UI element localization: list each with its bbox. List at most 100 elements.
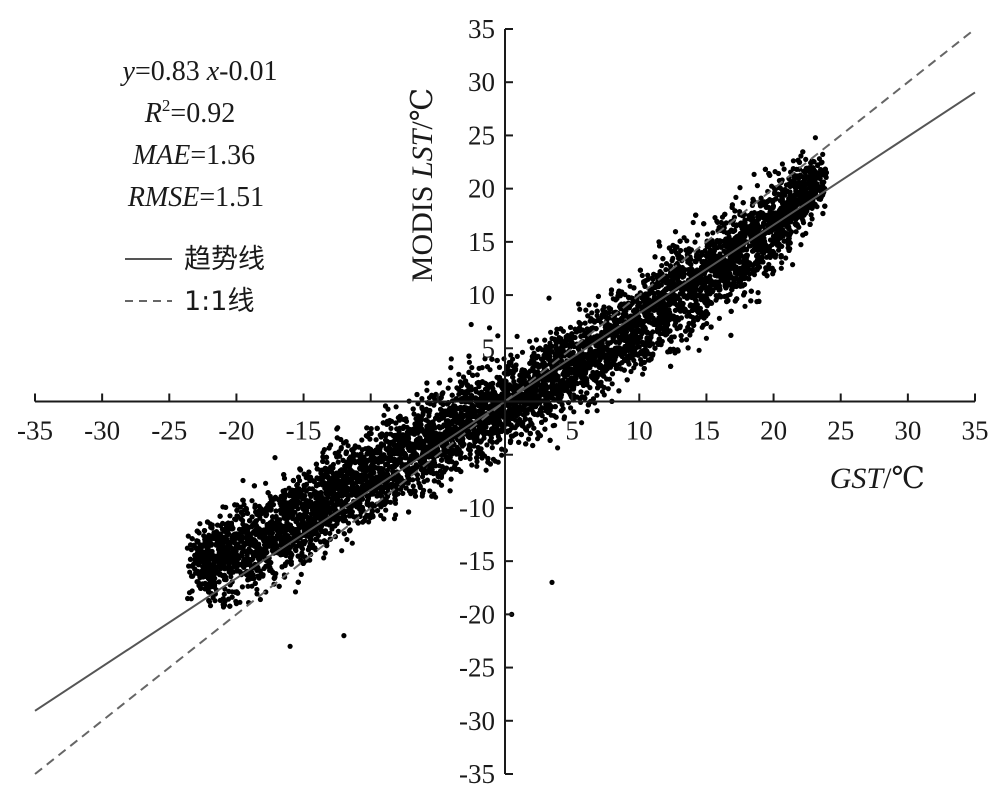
scatter-point (579, 420, 585, 426)
scatter-point (688, 261, 694, 268)
scatter-point (508, 433, 514, 439)
scatter-point (448, 365, 454, 371)
scatter-point (306, 486, 312, 492)
scatter-point (790, 158, 797, 164)
scatter-point (214, 522, 221, 528)
scatter-point (479, 365, 485, 371)
scatter-point (438, 468, 444, 474)
scatter-point (419, 404, 425, 410)
scatter-point (535, 346, 541, 352)
scatter-point (339, 548, 345, 554)
scatter-point (308, 533, 314, 539)
scatter-point (439, 464, 445, 470)
scatter-point (359, 437, 365, 443)
scatter-point (272, 455, 278, 461)
scatter-point (601, 392, 607, 398)
scatter-point (393, 512, 399, 518)
scatter-point (462, 454, 468, 460)
scatter-point (679, 337, 685, 343)
scatter-point (790, 262, 796, 268)
scatter-point (307, 515, 313, 521)
scatter-point (257, 596, 263, 603)
scatter-point (366, 519, 372, 525)
scatter-point (672, 307, 679, 313)
scatter-point (577, 306, 583, 312)
scatter-point (334, 426, 340, 432)
scatter-point (703, 335, 710, 341)
scatter-point (467, 451, 473, 457)
scatter-point (187, 569, 193, 575)
scatter-point (384, 467, 391, 473)
scatter-point (249, 498, 255, 504)
scatter-point (298, 571, 304, 578)
scatter-point (427, 488, 433, 494)
scatter-point (322, 550, 328, 556)
scatter-point (468, 321, 474, 328)
scatter-point (818, 167, 824, 173)
scatter-point (677, 325, 683, 331)
scatter-point (245, 583, 251, 589)
scatter-point (571, 409, 577, 415)
scatter-point (224, 521, 230, 527)
scatter-point (527, 338, 533, 344)
scatter-point (583, 307, 589, 313)
scatter-point (383, 507, 389, 513)
scatter-point (584, 408, 590, 415)
scatter-point (226, 588, 232, 595)
scatter-point (335, 528, 341, 535)
scatter-point (533, 337, 540, 343)
scatter-point (567, 324, 574, 330)
scatter-point (188, 547, 194, 553)
scatter-point (692, 239, 698, 245)
scatter-point (699, 324, 705, 330)
scatter-point (254, 591, 260, 597)
scatter-point (723, 220, 729, 226)
scatter-point (737, 185, 743, 191)
scatter-point (639, 272, 645, 279)
scatter-point (335, 459, 341, 465)
scatter-point (704, 231, 711, 237)
scatter-point (475, 444, 481, 451)
scatter-point (751, 171, 757, 177)
scatter-point (254, 586, 260, 593)
scatter-point (486, 325, 493, 331)
scatter-point (793, 229, 799, 235)
scatter-point (678, 247, 684, 254)
scatter-point (631, 365, 637, 371)
scatter-point (400, 490, 406, 496)
scatter-point (742, 303, 748, 309)
scatter-point (606, 305, 612, 311)
scatter-point (609, 381, 615, 387)
scatter-point (593, 302, 599, 308)
scatter-point (387, 499, 394, 505)
scatter-point (732, 227, 738, 234)
scatter-point (755, 290, 761, 296)
scatter-point (638, 357, 644, 363)
scatter-point (519, 349, 526, 355)
scatter-point (424, 387, 430, 393)
scatter-point (663, 267, 669, 273)
scatter-point (522, 426, 529, 432)
scatter-point (820, 151, 826, 157)
scatter-point (344, 536, 350, 543)
scatter-point (484, 442, 490, 448)
scatter-point (239, 584, 245, 590)
scatter-point (586, 302, 592, 308)
scatter-point (731, 214, 738, 220)
scatter-point (360, 519, 366, 525)
scatter-point (223, 504, 229, 510)
scatter-point (594, 408, 600, 414)
scatter-point (321, 447, 327, 453)
scatter-point (578, 389, 584, 395)
scatter-points (184, 135, 830, 649)
scatter-point (393, 404, 399, 410)
scatter-point (410, 483, 416, 489)
scatter-point (633, 344, 640, 351)
scatter-point (754, 183, 761, 189)
scatter-point (514, 353, 520, 359)
scatter-point (798, 242, 804, 248)
scatter-point (710, 230, 716, 236)
scatter-point (554, 326, 560, 332)
scatter-point (197, 521, 203, 527)
